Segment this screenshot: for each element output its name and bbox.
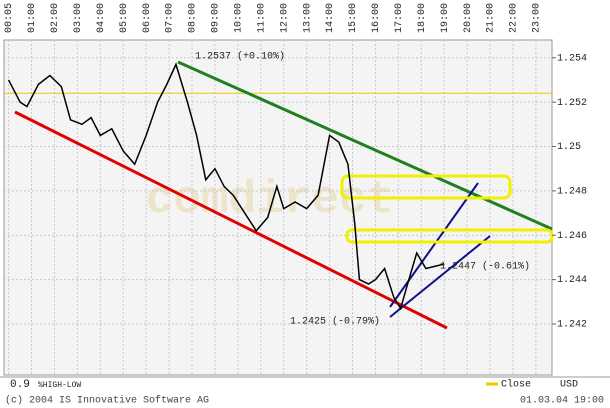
y-tick-label: 1.252 <box>557 98 587 109</box>
annotation: 1.2537 (+0.10%) <box>195 51 285 63</box>
watermark: comdirect <box>146 174 394 226</box>
zone-box <box>345 228 554 244</box>
annotation: 1.2425 (-0.79%) <box>290 316 380 328</box>
x-tick-label: 11:00 <box>256 3 267 33</box>
y-tick-label: 1.246 <box>557 231 587 242</box>
x-tick-label: 21:00 <box>486 3 497 33</box>
trend-lines <box>14 60 554 330</box>
grid <box>4 40 552 375</box>
y-tick-label: 1.242 <box>557 320 587 331</box>
x-tick-label: 02:00 <box>50 3 61 33</box>
legend-label: Close <box>501 379 531 391</box>
support-line <box>14 110 448 330</box>
y-tick-label: 1.25 <box>557 142 581 153</box>
x-tick-label: 03:00 <box>73 3 84 33</box>
y-tick-label: 1.248 <box>557 187 587 198</box>
x-tick-label: 18:00 <box>417 3 428 33</box>
x-tick-label: 19:00 <box>440 3 451 33</box>
scale-label: %HIGH-LOW <box>38 381 81 390</box>
scale-value: 0.9 <box>10 379 30 391</box>
x-tick-label: 09:00 <box>211 3 222 33</box>
x-tick-label: 05:00 <box>119 3 130 33</box>
resistance-line <box>177 60 553 231</box>
x-tick-label: 00:05 <box>4 3 15 33</box>
timestamp: 01.03.04 19:00 <box>520 396 604 407</box>
x-tick-label: 17:00 <box>394 3 405 33</box>
x-tick-label: 22:00 <box>509 3 520 33</box>
x-tick-label: 15:00 <box>348 3 359 33</box>
currency: USD <box>560 380 578 391</box>
channel-upper <box>389 182 479 308</box>
y-tick-label: 1.244 <box>557 275 587 286</box>
y-tick-label: 1.254 <box>557 53 587 64</box>
x-tick-label: 13:00 <box>302 3 313 33</box>
x-tick-label: 23:00 <box>532 3 543 33</box>
series <box>7 62 445 311</box>
x-tick-label: 07:00 <box>165 3 176 33</box>
x-tick-label: 14:00 <box>325 3 336 33</box>
x-tick-label: 08:00 <box>188 3 199 33</box>
x-tick-label: 20:00 <box>463 3 474 33</box>
x-tick-label: 12:00 <box>279 3 290 33</box>
x-tick-label: 01:00 <box>27 3 38 33</box>
x-tick-label: 10:00 <box>234 3 245 33</box>
x-tick-label: 04:00 <box>96 3 107 33</box>
x-tick-label: 06:00 <box>142 3 153 33</box>
copyright: (c) 2004 IS Innovative Software AG <box>5 395 209 407</box>
price-line <box>7 62 445 311</box>
x-tick-label: 16:00 <box>371 3 382 33</box>
annotation: 1.2447 (-0.61%) <box>440 261 530 273</box>
channel-lower <box>389 235 491 318</box>
zone-box <box>340 174 512 200</box>
